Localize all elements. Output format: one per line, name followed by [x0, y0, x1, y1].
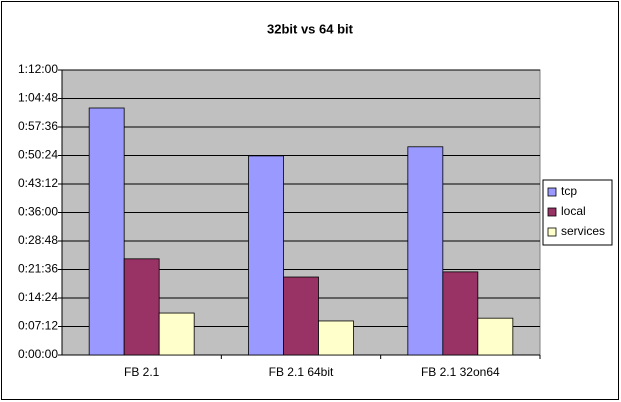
y-tick-label: 0:07:12 — [18, 319, 58, 333]
bar — [318, 320, 354, 356]
legend-swatch — [547, 227, 557, 237]
y-tick-label: 0:50:24 — [18, 148, 58, 162]
y-tick-label: 1:04:48 — [18, 91, 58, 105]
legend-label: services — [561, 224, 605, 238]
y-tick-label: 0:57:36 — [18, 119, 58, 133]
bar — [442, 271, 479, 356]
x-tick-label: FB 2.1 — [124, 365, 160, 379]
bar — [248, 155, 284, 356]
y-tick-label: 0:14:24 — [18, 290, 58, 304]
x-tick-label: FB 2.1 64bit — [269, 365, 334, 379]
bar — [477, 317, 514, 356]
bar — [123, 258, 160, 356]
bar — [283, 276, 319, 356]
bar — [158, 312, 195, 356]
legend-label: local — [561, 204, 586, 218]
bar — [88, 107, 125, 356]
y-tick-label: 0:21:36 — [18, 262, 58, 276]
chart-title: 32bit vs 64 bit — [267, 21, 354, 36]
y-tick-label: 0:28:48 — [18, 233, 58, 247]
y-tick-label: 1:12:00 — [18, 62, 58, 76]
y-tick-label: 0:36:00 — [18, 205, 58, 219]
x-tick-label: FB 2.1 32on64 — [421, 365, 500, 379]
y-tick-label: 0:43:12 — [18, 176, 58, 190]
y-tick-label: 0:00:00 — [18, 347, 58, 361]
legend-swatch — [547, 187, 557, 197]
legend-swatch — [547, 207, 557, 217]
bar — [407, 146, 444, 356]
legend-label: tcp — [561, 184, 577, 198]
